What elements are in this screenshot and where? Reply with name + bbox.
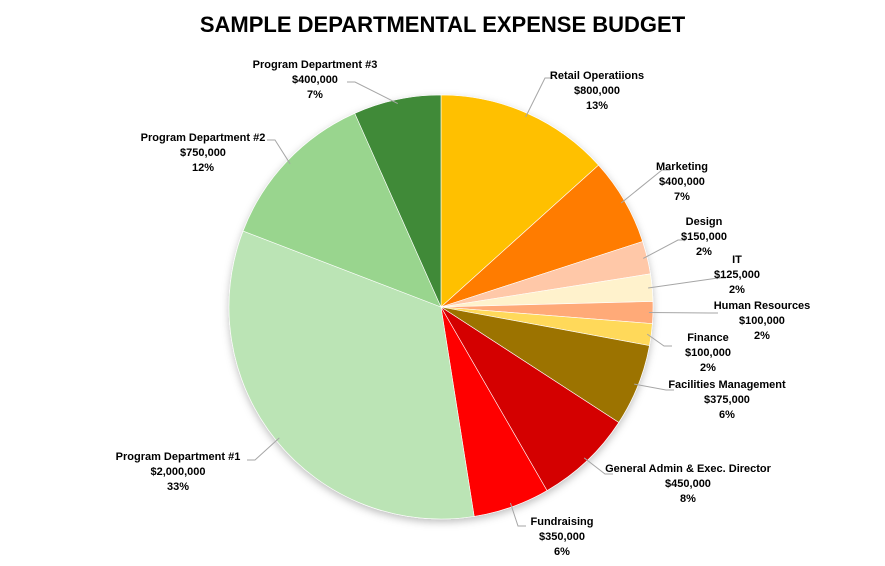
leader-line — [267, 139, 291, 165]
label-program-department-2: Program Department #2 $750,000 12% — [140, 132, 266, 174]
leader-line — [648, 311, 718, 314]
label-finance: Finance $100,000 2% — [685, 332, 731, 374]
leader-line — [583, 457, 613, 475]
label-retail-operations: Retail Operatiions $800,000 13% — [549, 70, 645, 112]
label-general-admin: General Admin & Exec. Director $450,000 8% — [605, 463, 771, 505]
label-program-department-3: Program Department #3 $400,000 7% — [252, 59, 378, 101]
label-marketing: Marketing $400,000 7% — [656, 161, 708, 203]
leader-line — [643, 239, 686, 259]
leader-line — [509, 502, 526, 527]
chart-title: SAMPLE DEPARTMENTAL EXPENSE BUDGET — [199, 12, 686, 37]
label-it: IT $125,000 2% — [714, 254, 760, 296]
label-facilities-management: Facilities Management $375,000 6% — [668, 379, 786, 421]
leader-line — [525, 77, 553, 118]
label-design: Design $150,000 2% — [681, 216, 727, 258]
label-program-department-1: Program Department #1 $2,000,000 33% — [115, 451, 241, 493]
pie-slice — [440, 306, 620, 492]
leader-line — [646, 333, 672, 347]
label-fundraising: Fundraising $350,000 6% — [530, 516, 594, 558]
leader-line — [620, 169, 670, 204]
leader-line — [247, 437, 280, 461]
label-human-resources: Human Resources $100,000 2% — [713, 300, 811, 342]
leader-line — [347, 81, 398, 104]
leader-line — [648, 277, 726, 289]
leader-line — [634, 383, 674, 391]
pie-slice — [354, 94, 442, 308]
pie-slice — [242, 112, 442, 308]
